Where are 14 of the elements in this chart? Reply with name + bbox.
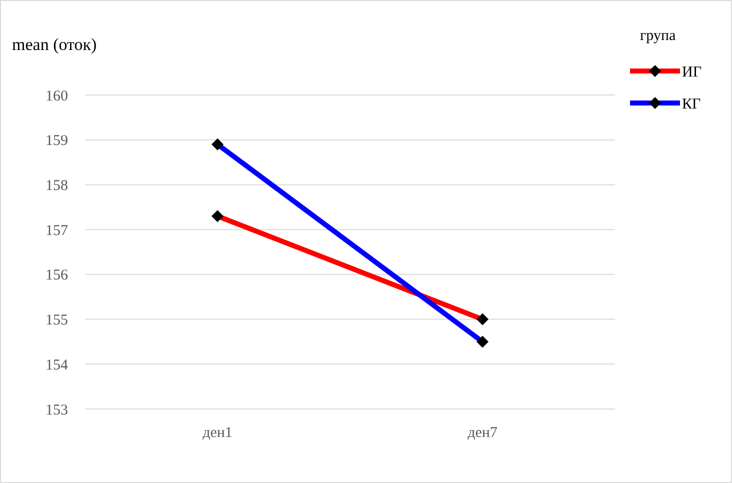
legend-label: ИГ <box>682 64 702 80</box>
y-tick-label: 159 <box>46 133 68 150</box>
x-tick-label: ден1 <box>202 425 232 441</box>
y-tick-label: 155 <box>46 312 68 329</box>
y-tick-label: 157 <box>46 222 68 239</box>
y-tick-label: 154 <box>46 357 68 374</box>
y-tick-label: 158 <box>46 178 68 194</box>
y-axis-title: mean (оток) <box>12 35 97 54</box>
x-tick-label: ден7 <box>468 425 498 441</box>
y-tick-label: 153 <box>46 402 68 418</box>
legend-title: група <box>640 28 676 44</box>
y-tick-label: 156 <box>46 268 68 284</box>
legend-label: КГ <box>682 96 702 112</box>
y-tick-label: 160 <box>46 88 68 104</box>
